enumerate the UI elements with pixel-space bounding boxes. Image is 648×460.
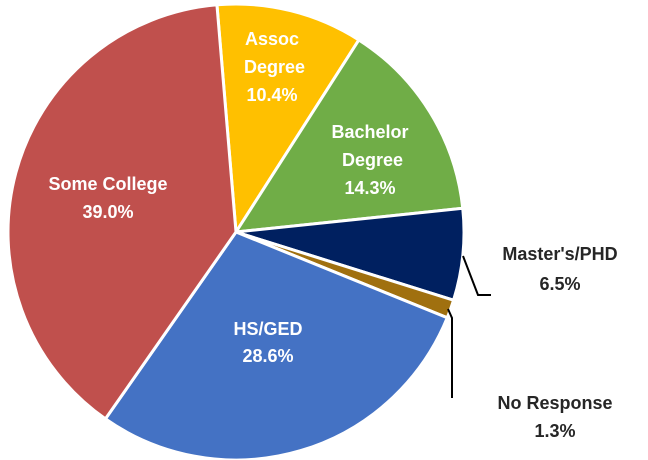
leader-line bbox=[447, 308, 453, 398]
value-label: 6.5% bbox=[539, 274, 580, 294]
value-label: 14.3% bbox=[344, 178, 395, 198]
leader-line bbox=[462, 255, 491, 296]
value-label: 10.4% bbox=[246, 85, 297, 105]
pie-slice bbox=[233, 37, 465, 234]
value-label: 28.6% bbox=[242, 346, 293, 366]
slice-label: HS/GED bbox=[233, 319, 302, 339]
labels: Assoc Degree 10.4% Bachelor Degree 14.3% Mas… bbox=[48, 29, 617, 441]
pie-slice bbox=[103, 230, 450, 460]
pie-slice bbox=[215, 2, 361, 237]
pie-slice bbox=[6, 3, 238, 421]
value-label: 39.0% bbox=[82, 202, 133, 222]
slice-label: Assoc Degree bbox=[239, 29, 305, 77]
slice-label: Some College bbox=[48, 174, 167, 194]
value-label: 1.3% bbox=[534, 421, 575, 441]
slice-label: Bachelor Degree bbox=[331, 122, 408, 170]
slice-label: Master's/PHD bbox=[502, 244, 617, 264]
slice-label: No Response bbox=[497, 393, 612, 413]
